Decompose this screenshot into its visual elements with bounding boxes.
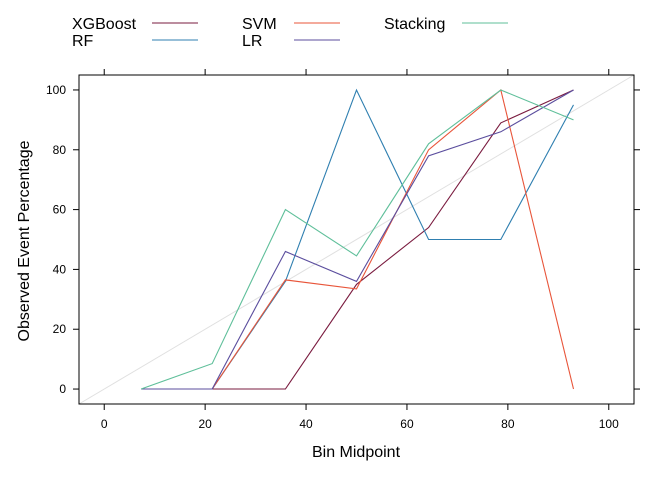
y-tick-label: 100 bbox=[46, 83, 66, 97]
x-tick-label: 0 bbox=[101, 417, 108, 431]
plot-border bbox=[78, 74, 635, 405]
y-axis-title: Observed Event Percentage bbox=[16, 140, 33, 341]
y-tick-label: 80 bbox=[53, 143, 67, 157]
series-line-stacking bbox=[140, 89, 574, 390]
series-line-lr bbox=[141, 89, 574, 390]
legend-label-rf: RF bbox=[72, 33, 94, 50]
x-tick-label: 60 bbox=[400, 417, 414, 431]
y-tick-label: 20 bbox=[53, 322, 67, 336]
legend-label-svm: SVM bbox=[242, 16, 277, 33]
legend-label-stacking: Stacking bbox=[384, 16, 445, 33]
y-tick-label: 0 bbox=[59, 382, 66, 396]
legend-label-xgboost: XGBoost bbox=[72, 16, 137, 33]
y-tick-label: 60 bbox=[53, 203, 67, 217]
x-tick-label: 20 bbox=[198, 417, 212, 431]
x-tick-label: 100 bbox=[599, 417, 619, 431]
reference-line bbox=[78, 74, 635, 405]
x-tick-label: 40 bbox=[299, 417, 313, 431]
x-tick-label: 80 bbox=[501, 417, 515, 431]
plot-area: 0 20 40 60 80 100 0 20 40 60 80 100 bbox=[46, 69, 640, 431]
x-axis-title: Bin Midpoint bbox=[312, 444, 401, 461]
legend-label-lr: LR bbox=[242, 33, 262, 50]
y-tick-label: 40 bbox=[53, 262, 67, 276]
